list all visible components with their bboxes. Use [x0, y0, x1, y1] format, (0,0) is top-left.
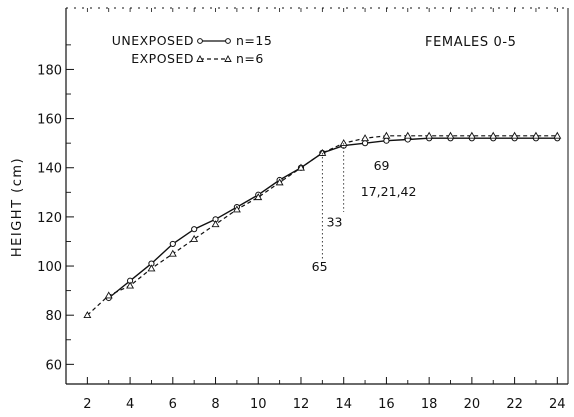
minor-ticks — [65, 8, 558, 384]
y-tick-label: 140 — [37, 162, 62, 177]
data-point-exposed — [403, 131, 412, 139]
y-tick-label: 60 — [45, 358, 62, 373]
data-point-exposed — [425, 131, 434, 139]
legend-label-unexposed: UNEXPOSED — [112, 33, 194, 48]
legend-marker-exposed-end — [224, 55, 232, 62]
data-point-unexposed — [361, 140, 369, 147]
data-point-exposed — [531, 131, 540, 139]
data-point-exposed — [275, 178, 284, 186]
x-tick-label: 22 — [506, 397, 523, 412]
y-tick-label: 80 — [45, 309, 62, 324]
data-point-exposed — [168, 249, 177, 257]
data-point-exposed — [232, 205, 241, 213]
x-tick-label: 12 — [293, 397, 310, 412]
legend-entry-unexposed: UNEXPOSED n=15 — [112, 33, 272, 48]
annotation-label: 65 — [312, 259, 328, 274]
x-tick-label: 16 — [378, 397, 395, 412]
x-tick-label: 24 — [549, 397, 566, 412]
data-point-exposed — [382, 131, 391, 139]
data-point-exposed — [147, 264, 156, 272]
plot-frame — [65, 7, 569, 385]
annotation-layer: 69 17,21,42 33 65 — [312, 143, 417, 274]
data-point-exposed — [467, 131, 476, 139]
y-axis-label: HEIGHT (cm) — [10, 157, 25, 257]
data-point-exposed — [318, 148, 327, 156]
annotation-label: 69 — [374, 158, 390, 173]
x-tick-label: 8 — [211, 397, 219, 412]
x-tick-label: 10 — [250, 397, 267, 412]
legend-n-exposed: n=6 — [236, 51, 264, 66]
data-point-unexposed — [169, 240, 176, 248]
data-point-unexposed — [383, 137, 390, 144]
data-point-exposed — [190, 234, 199, 242]
data-point-exposed — [489, 131, 498, 139]
annotation-label: 17,21,42 — [361, 184, 417, 199]
series-line-unexposed — [108, 137, 558, 299]
x-tick-label: 20 — [464, 397, 481, 412]
y-tick-label: 100 — [37, 260, 62, 275]
x-tick-label: 6 — [169, 397, 177, 412]
legend-marker-unexposed-start — [197, 38, 203, 44]
legend-marker-exposed-start — [196, 55, 204, 62]
x-tick-label: 18 — [421, 397, 438, 412]
y-tick-label: 160 — [37, 113, 62, 128]
legend-n-unexposed: n=15 — [236, 33, 272, 48]
data-point-exposed — [104, 291, 113, 299]
legend: UNEXPOSED n=15 EXPOSED n=6 — [112, 33, 272, 66]
data-point-exposed — [83, 311, 92, 319]
annotation-label: 33 — [327, 215, 343, 230]
data-point-exposed — [339, 139, 348, 147]
series-layer — [83, 131, 562, 319]
data-point-exposed — [254, 193, 263, 201]
data-point-exposed — [553, 131, 562, 139]
legend-entry-exposed: EXPOSED n=6 — [131, 51, 264, 66]
y-axis-ticks: 60 80 100 120 140 160 180 — [37, 63, 74, 373]
data-point-unexposed — [191, 226, 198, 233]
data-point-exposed — [510, 131, 519, 139]
x-tick-label: 14 — [335, 397, 352, 412]
panel-title: FEMALES 0-5 — [425, 35, 516, 50]
legend-marker-unexposed-end — [225, 38, 231, 44]
x-tick-label: 4 — [126, 397, 134, 412]
x-tick-label: 2 — [83, 397, 91, 412]
y-tick-label: 120 — [37, 211, 62, 226]
data-point-exposed — [446, 131, 455, 139]
data-point-exposed — [211, 220, 220, 228]
data-point-exposed — [126, 281, 135, 289]
x-axis-ticks: 2 4 6 8 10 12 14 16 18 20 22 24 — [83, 377, 566, 412]
y-tick-label: 180 — [37, 63, 62, 78]
data-point-exposed — [297, 163, 305, 171]
data-point-exposed — [361, 134, 370, 142]
legend-label-exposed: EXPOSED — [131, 51, 194, 66]
